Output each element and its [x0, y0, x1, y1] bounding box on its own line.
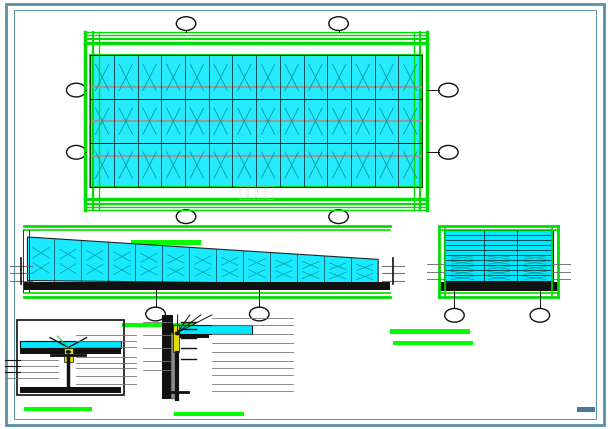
Bar — [20, 387, 121, 393]
Bar — [24, 407, 92, 411]
Polygon shape — [27, 237, 378, 284]
Bar — [439, 282, 558, 291]
Bar — [393, 341, 473, 345]
Bar — [390, 329, 470, 334]
Bar — [122, 323, 195, 327]
Circle shape — [174, 332, 181, 335]
Bar — [162, 330, 209, 338]
Bar — [162, 314, 173, 399]
Bar — [131, 240, 201, 245]
Bar — [171, 333, 178, 399]
Bar — [173, 326, 252, 334]
Bar — [20, 348, 121, 354]
Bar — [20, 341, 121, 348]
Bar — [174, 412, 244, 416]
Bar — [444, 230, 553, 281]
Text: 土木在线: 土木在线 — [238, 186, 274, 200]
Bar — [17, 320, 124, 395]
Bar — [577, 407, 595, 412]
Bar — [173, 326, 179, 352]
Bar — [64, 348, 73, 362]
Circle shape — [66, 350, 71, 354]
Bar — [90, 55, 422, 187]
Bar — [90, 55, 422, 187]
Bar — [24, 282, 390, 290]
